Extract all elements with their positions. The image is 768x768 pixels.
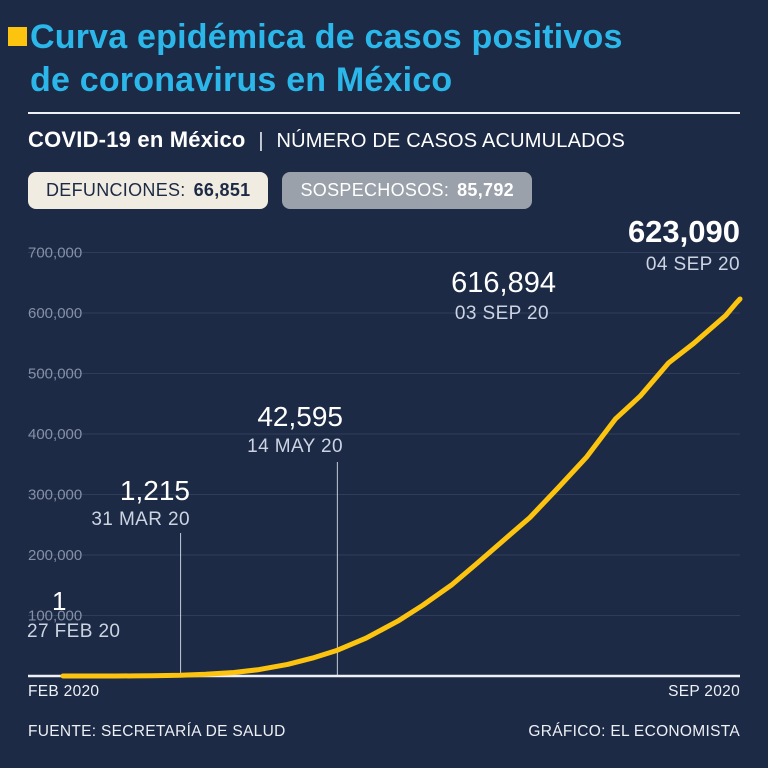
sospechosos-badge: SOSPECHOSOS: 85,792	[282, 172, 532, 209]
source-credit: FUENTE: SECRETARÍA DE SALUD	[28, 723, 286, 740]
y-tick-label: 400,000	[28, 426, 82, 443]
annotation-value: 616,894	[451, 267, 556, 299]
defunciones-label: DEFUNCIONES:	[46, 180, 186, 200]
annotation-date: 14 MAY 20	[247, 436, 343, 457]
title-line-2: de coronavirus en México	[30, 61, 453, 99]
y-tick-label: 100,000	[28, 608, 82, 625]
title-line-1: Curva epidémica de casos positivos	[30, 18, 623, 56]
annotation-date: 04 SEP 20	[645, 254, 740, 275]
y-tick-label: 700,000	[28, 245, 82, 262]
footer: FUENTE: SECRETARÍA DE SALUD GRÁFICO: EL …	[28, 723, 740, 741]
annotation-value: 42,595	[257, 401, 343, 432]
sospechosos-value: 85,792	[457, 180, 514, 200]
subtitle-separator: |	[258, 130, 264, 152]
annotation-date: 27 FEB 20	[27, 621, 121, 642]
subtitle-rest: NÚMERO DE CASOS ACUMULADOS	[276, 130, 626, 152]
defunciones-badge: DEFUNCIONES: 66,851	[28, 172, 269, 209]
x-axis-label-end: SEP 2020	[668, 683, 740, 700]
stat-badges: DEFUNCIONES: 66,851 SOSPECHOSOS: 85,792	[28, 172, 532, 209]
y-tick-label: 500,000	[28, 366, 82, 383]
y-tick-label: 200,000	[28, 547, 82, 564]
chart-subtitle: COVID-19 en México | NÚMERO DE CASOS ACU…	[28, 127, 625, 153]
y-tick-label: 600,000	[28, 305, 82, 322]
x-axis-label-start: FEB 2020	[28, 683, 100, 700]
defunciones-value: 66,851	[193, 180, 251, 200]
page-title: Curva epidémica de casos positivos de co…	[30, 16, 623, 102]
header-divider	[28, 112, 740, 114]
accent-square-icon	[8, 27, 27, 46]
y-tick-label: 300,000	[28, 487, 82, 504]
annotation-date: 31 MAR 20	[91, 509, 190, 530]
annotation-value: 1,215	[119, 475, 190, 506]
sospechosos-label: SOSPECHOSOS:	[300, 180, 450, 200]
graphic-credit: GRÁFICO: EL ECONOMISTA	[528, 723, 740, 740]
subtitle-bold: COVID-19 en México	[28, 127, 246, 152]
cases-curve	[60, 296, 743, 679]
annotation-value: 623,090	[627, 214, 740, 249]
annotation-value: 1	[52, 586, 67, 616]
annotation-date: 03 SEP 20	[454, 303, 549, 324]
